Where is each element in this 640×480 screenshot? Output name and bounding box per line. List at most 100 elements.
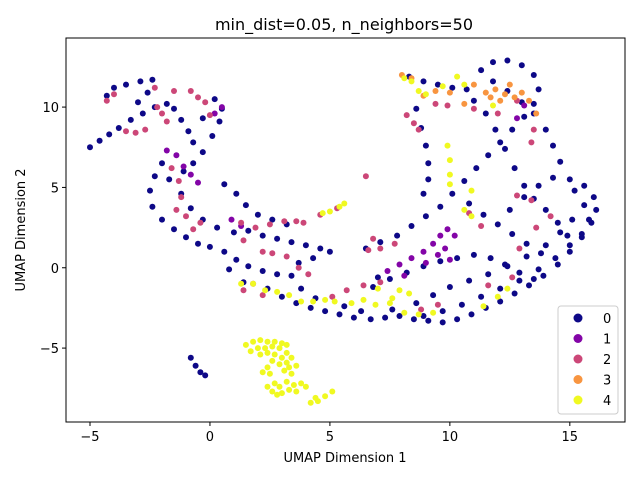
x-axis-title: UMAP Dimension 1 [283,451,406,466]
point-class-2 [202,99,209,106]
point-class-2 [533,224,540,231]
point-class-0 [326,248,333,255]
point-class-4 [302,383,309,390]
point-class-2 [365,247,372,254]
point-class-2 [103,97,110,104]
y-tick-label: −5 [40,342,59,357]
point-class-0 [494,221,501,228]
point-class-0 [123,81,129,88]
point-class-4 [271,338,278,345]
point-class-2 [238,219,245,226]
point-class-0 [461,178,468,184]
point-class-0 [394,232,401,239]
point-class-2 [305,271,312,278]
point-class-4 [257,351,264,358]
point-class-2 [171,88,177,94]
point-class-4 [286,386,293,393]
legend-label-0: 0 [603,312,611,327]
point-class-0 [135,99,141,106]
point-class-2 [530,126,537,133]
point-class-2 [163,118,170,125]
point-class-0 [554,219,561,226]
point-class-0 [159,160,165,167]
point-class-0 [274,271,281,278]
point-class-0 [511,165,518,172]
point-class-4 [461,81,468,88]
point-class-0 [516,269,523,276]
point-class-2 [173,206,180,213]
points-layer [87,57,600,406]
point-class-4 [468,213,475,220]
point-class-2 [360,282,367,289]
point-class-2 [206,112,213,119]
point-class-2 [485,282,492,289]
point-class-3 [487,94,494,101]
point-class-3 [526,97,532,104]
point-class-0 [211,96,218,103]
point-class-4 [401,75,408,82]
point-class-4 [250,338,257,345]
point-class-4 [254,345,261,352]
point-class-4 [276,345,283,352]
point-class-0 [422,213,429,220]
point-class-2 [547,213,554,220]
point-class-0 [420,78,427,85]
point-class-4 [264,338,271,345]
point-class-2 [514,192,520,199]
point-class-2 [154,104,161,111]
point-class-4 [490,102,496,109]
point-class-0 [245,227,252,234]
point-class-4 [293,388,300,395]
point-class-0 [96,137,103,144]
point-class-0 [317,245,324,252]
point-class-4 [290,382,297,388]
point-class-4 [262,345,269,352]
point-class-0 [382,314,389,321]
point-class-0 [178,116,185,123]
point-class-0 [322,308,329,315]
point-class-0 [245,263,252,270]
point-class-1 [444,226,451,233]
point-class-4 [271,351,278,358]
point-class-0 [566,176,573,183]
point-class-4 [286,364,293,371]
point-class-0 [516,277,523,284]
legend-marker-0 [573,313,583,323]
point-class-0 [535,86,542,93]
point-class-4 [278,354,285,361]
point-class-4 [372,301,379,308]
point-class-1 [163,147,170,154]
point-class-0 [557,158,564,165]
point-class-4 [269,343,276,350]
point-class-1 [420,248,427,255]
point-class-0 [530,276,537,282]
point-class-0 [554,261,561,268]
legend-marker-1 [573,334,583,343]
point-class-2 [252,224,259,231]
point-class-4 [278,340,285,347]
point-class-2 [190,226,197,233]
x-tick-label: 0 [206,430,214,445]
point-class-0 [367,316,374,323]
point-class-1 [446,256,453,263]
point-class-0 [197,369,204,376]
point-class-0 [521,113,528,120]
x-tick-label: −5 [80,430,99,445]
point-class-0 [87,144,93,151]
point-class-0 [226,266,233,273]
point-class-0 [530,72,537,78]
point-class-0 [550,142,556,149]
point-class-0 [389,306,396,313]
point-class-4 [401,309,408,316]
point-class-0 [437,203,444,210]
point-class-0 [115,125,122,131]
point-class-4 [298,380,305,387]
point-class-0 [535,266,542,273]
point-class-0 [454,255,461,262]
point-class-0 [504,263,511,270]
point-class-0 [511,290,518,297]
point-class-2 [370,235,377,242]
point-class-0 [166,176,173,183]
legend-label-4: 4 [603,394,611,409]
